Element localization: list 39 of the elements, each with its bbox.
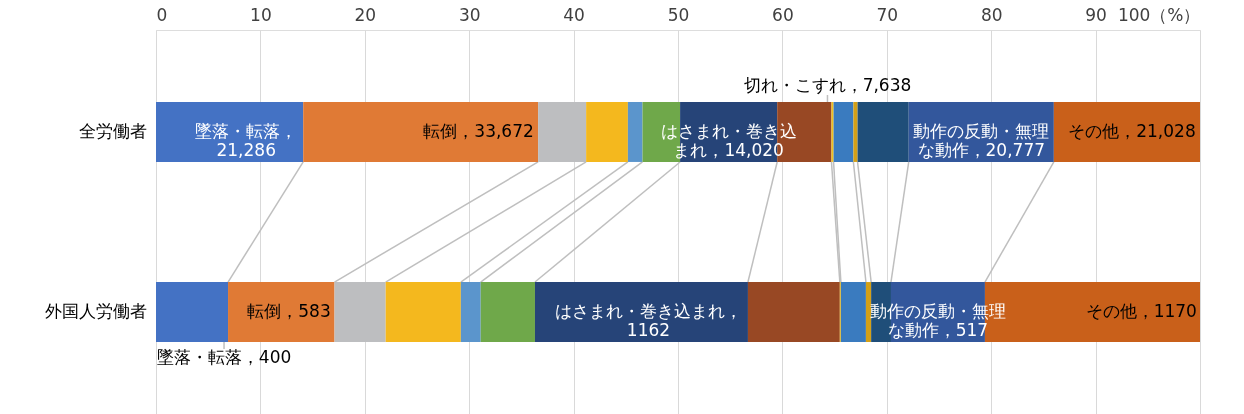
bar: [833, 102, 854, 162]
x-tick-label: 80: [980, 4, 1003, 25]
y-tick-label: 外国人労働者: [44, 301, 147, 322]
bar: [228, 282, 335, 342]
bar: [857, 102, 909, 162]
annotation: 墜落・転落，21,286: [195, 120, 298, 160]
x-tick-label: 70: [876, 4, 899, 25]
bar: [534, 282, 748, 342]
x-tick-label: 90: [1085, 4, 1107, 25]
bar: [865, 282, 872, 342]
x-tick-label: 30: [458, 4, 481, 25]
bar: [831, 102, 834, 162]
bar: [303, 102, 539, 162]
x-tick-label: 0: [156, 4, 168, 25]
annotation: 切れ・こすれ，7,638: [743, 75, 912, 96]
bar: [586, 102, 628, 162]
bar: [627, 102, 643, 162]
x-tick-label: 60: [772, 4, 794, 25]
bar: [747, 282, 840, 342]
bar: [840, 282, 866, 342]
bar: [480, 282, 535, 342]
y-tick-label: 全労働者: [78, 120, 147, 141]
x-tick-label: 50: [667, 4, 690, 25]
annotation: はさまれ・巻き込まれ，1162: [554, 301, 742, 341]
annotation: 転倒，583: [247, 301, 331, 322]
bar: [460, 282, 481, 342]
bar: [1053, 102, 1200, 162]
x-tick-label: 10: [250, 4, 272, 25]
bar: [385, 282, 461, 342]
annotation: 動作の反動・無理な動作，20,777: [913, 120, 1050, 160]
bar: [156, 282, 229, 342]
annotation: 転倒，33,672: [423, 120, 534, 141]
annotation: 墜落・転落，400: [156, 346, 292, 367]
annotation: その他，21,028: [1068, 120, 1196, 141]
bar: [853, 102, 858, 162]
x-tick-label: 20: [354, 4, 377, 25]
x-tick-label: 40: [563, 4, 585, 25]
annotation: その他，1170: [1085, 301, 1197, 322]
x-tick-label: 100（%）: [1117, 4, 1201, 25]
